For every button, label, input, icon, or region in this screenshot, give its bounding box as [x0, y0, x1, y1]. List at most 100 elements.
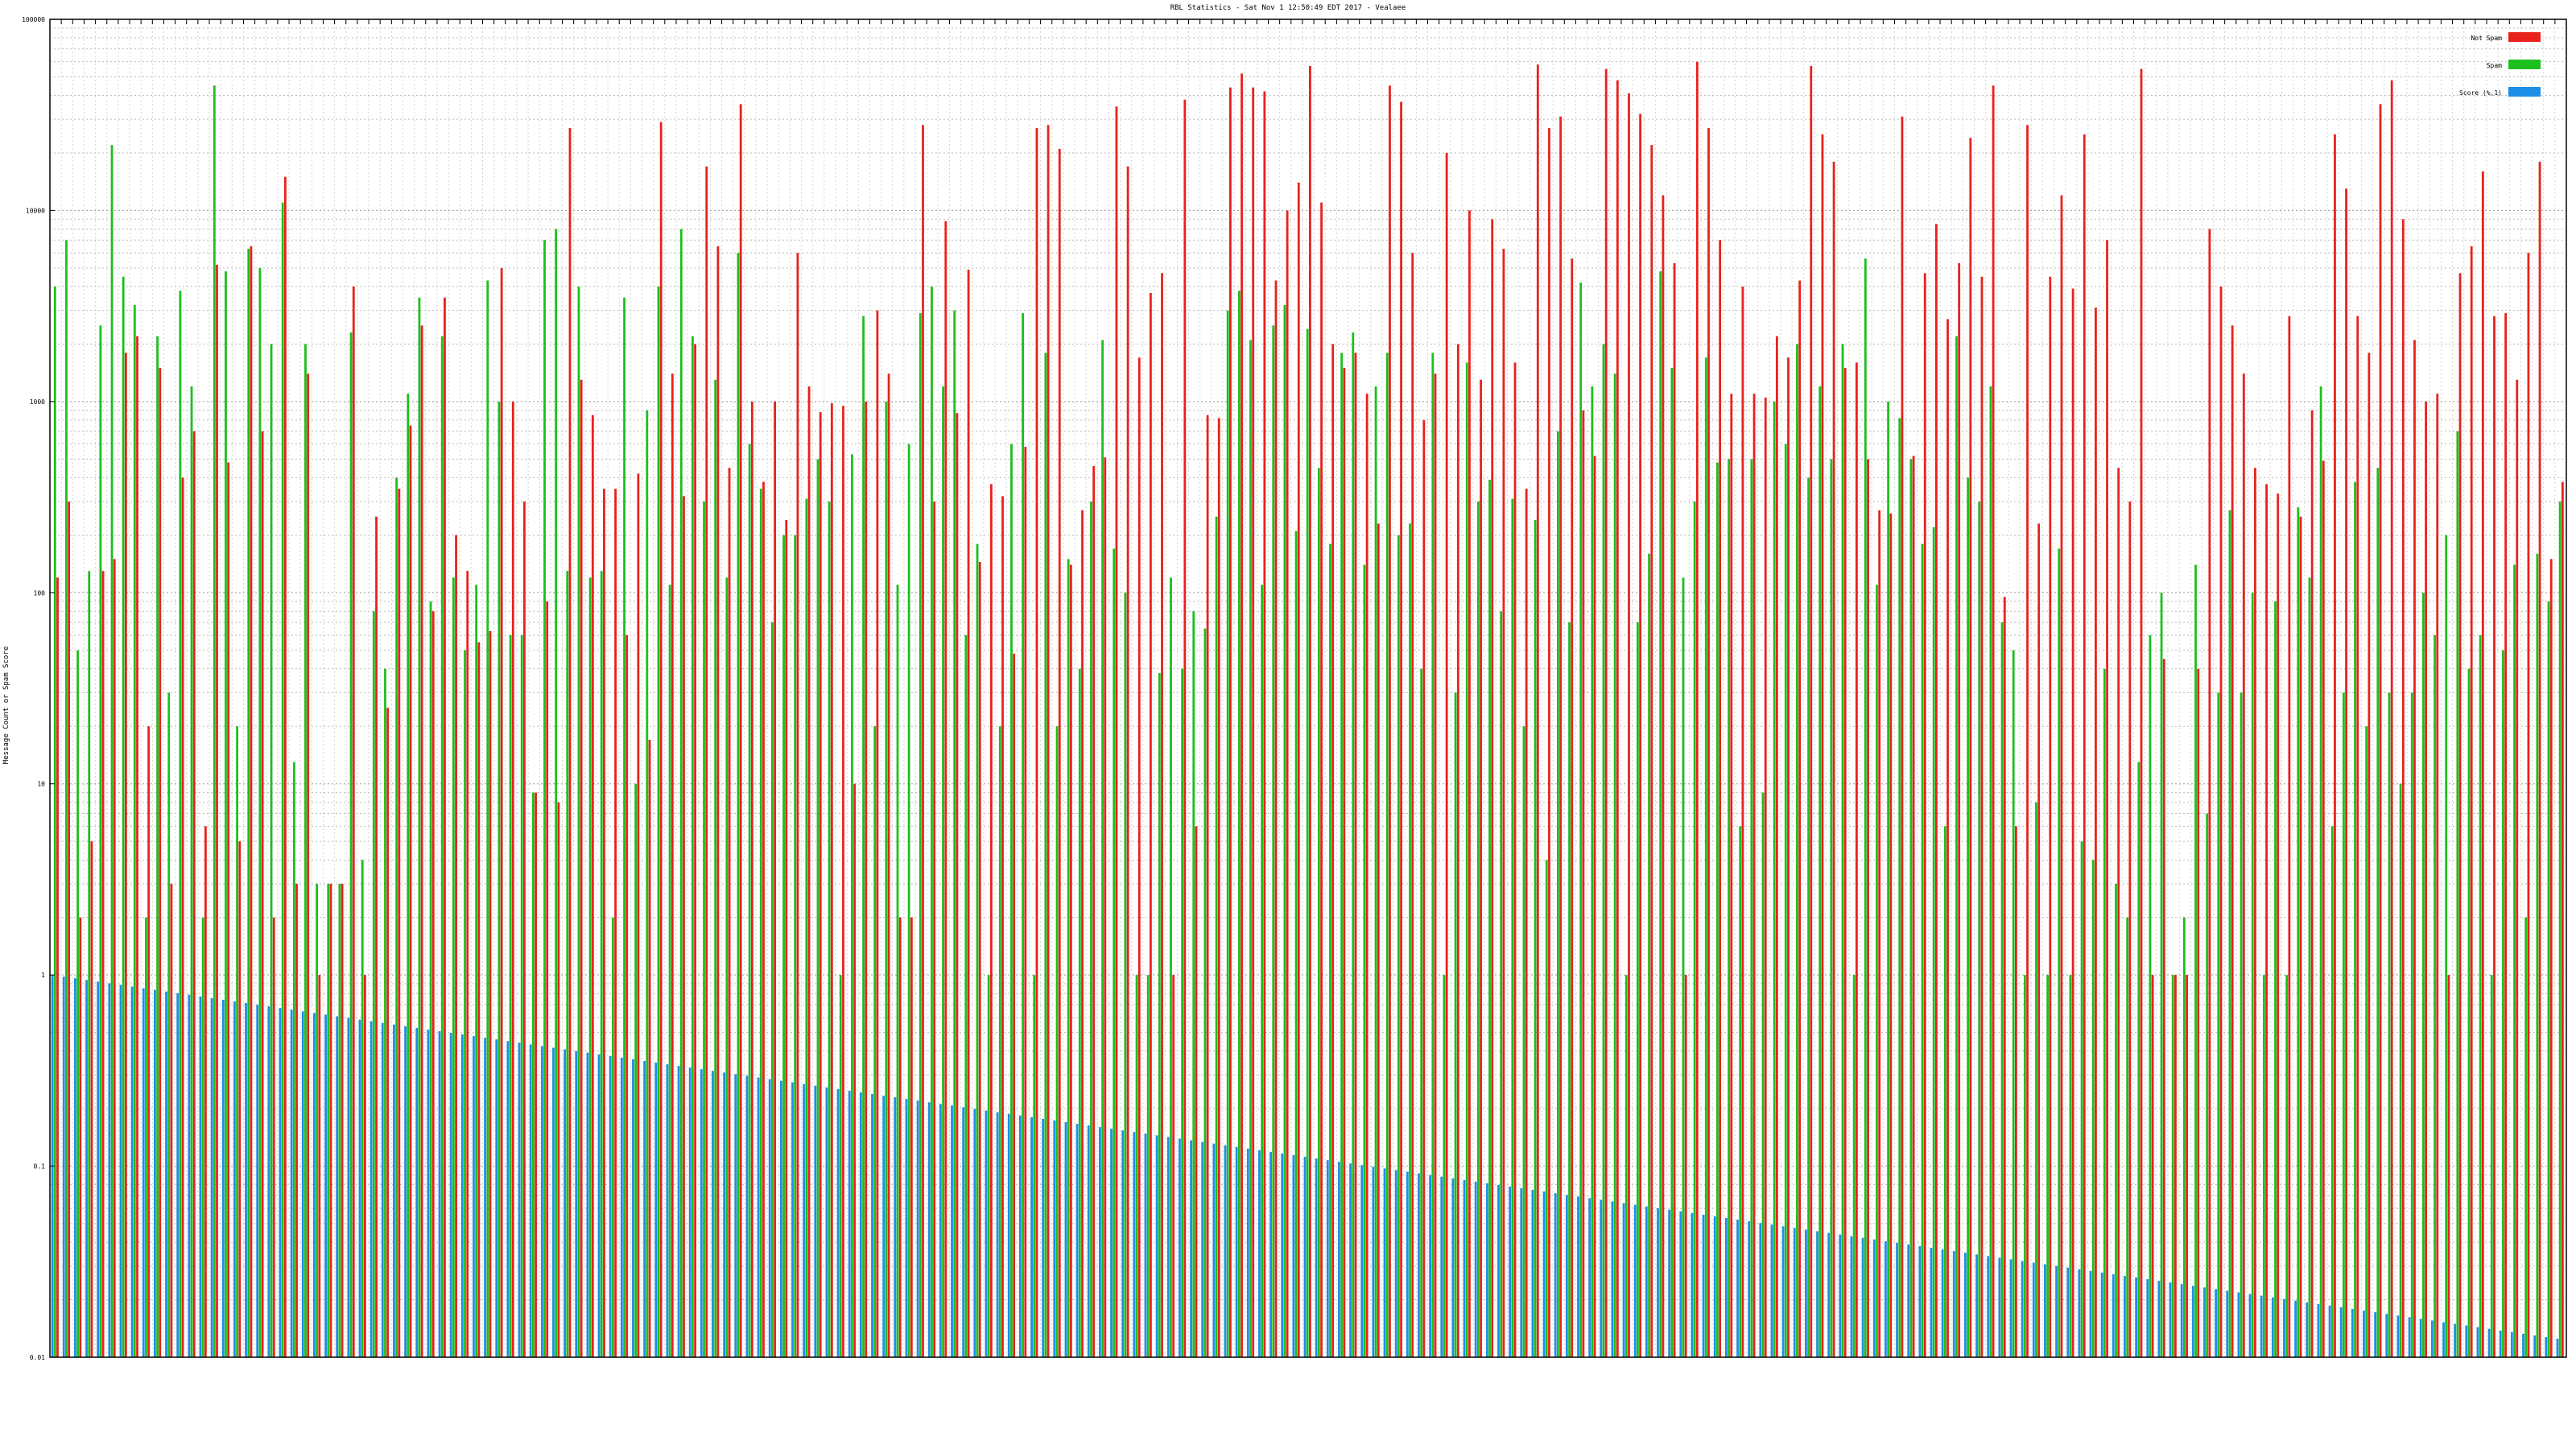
spam-bar — [748, 444, 751, 1357]
score-bar — [1064, 1121, 1067, 1357]
legend-label: Not Spam — [2471, 35, 2502, 42]
not-spam-bar — [546, 601, 549, 1357]
score-bar — [1042, 1118, 1045, 1357]
spam-bar — [691, 336, 694, 1358]
score-bar — [871, 1094, 873, 1357]
score-bar — [290, 1009, 293, 1357]
spam-bar — [2023, 975, 2026, 1357]
score-bar — [2317, 1303, 2320, 1357]
score-bar — [2100, 1272, 2103, 1357]
not-spam-bar — [2117, 468, 2120, 1358]
not-spam-bar — [1559, 116, 1563, 1357]
y-tick-label: 1 — [41, 972, 45, 979]
not-spam-bar — [2186, 975, 2188, 1357]
not-spam-bar — [2310, 410, 2314, 1357]
not-spam-bar — [375, 516, 378, 1357]
score-bar — [2055, 1265, 2058, 1357]
not-spam-bar — [1434, 374, 1437, 1358]
not-spam-bar — [842, 406, 844, 1357]
score-bar — [473, 1036, 475, 1357]
spam-bar — [1067, 559, 1070, 1357]
score-bar — [1087, 1125, 1090, 1357]
score-bar — [1611, 1201, 1614, 1357]
spam-bar — [2319, 386, 2322, 1357]
not-spam-bar — [431, 611, 435, 1357]
score-bar — [1030, 1117, 1033, 1357]
not-spam-bar — [922, 125, 924, 1357]
spam-bar — [1955, 336, 1958, 1358]
spam-bar — [1170, 577, 1172, 1357]
not-spam-bar — [1719, 240, 1722, 1357]
spam-bar — [2479, 634, 2482, 1357]
not-spam-bar — [68, 502, 71, 1358]
y-tick-label: 0.01 — [30, 1354, 45, 1361]
not-spam-bar — [1958, 262, 1961, 1358]
spam-bar — [668, 584, 671, 1357]
spam-bar — [88, 571, 91, 1357]
score-bar — [1759, 1223, 1762, 1357]
score-bar — [1713, 1216, 1716, 1357]
not-spam-bar — [2504, 313, 2508, 1357]
score-bar — [939, 1104, 942, 1357]
not-spam-bar — [420, 325, 423, 1358]
score-bar — [2396, 1315, 2400, 1357]
spam-bar — [418, 297, 421, 1358]
spam-bar — [703, 502, 705, 1358]
not-spam-bar — [1775, 336, 1778, 1358]
spam-bar — [2149, 634, 2152, 1357]
spam-bar — [2558, 502, 2562, 1358]
score-bar — [279, 1008, 282, 1357]
score-bar — [427, 1029, 430, 1357]
spam-bar — [429, 601, 432, 1357]
not-spam-bar — [1662, 195, 1665, 1358]
not-spam-bar — [2049, 276, 2052, 1357]
score-bar — [221, 999, 225, 1357]
not-spam-bar — [1229, 87, 1232, 1357]
not-spam-bar — [568, 128, 572, 1357]
spam-bar — [213, 85, 216, 1357]
score-bar — [973, 1108, 976, 1357]
not-spam-bar — [2003, 597, 2006, 1357]
not-spam-bar — [944, 221, 947, 1357]
spam-bar — [634, 783, 638, 1357]
spam-bar — [1261, 584, 1264, 1357]
score-bar — [2260, 1295, 2263, 1357]
score-bar — [2454, 1323, 2457, 1357]
score-bar — [2169, 1282, 2172, 1357]
spam-bar — [1693, 502, 1696, 1358]
spam-bar — [156, 336, 159, 1358]
spam-bar — [179, 291, 182, 1357]
not-spam-bar — [1468, 210, 1471, 1357]
spam-bar — [338, 883, 341, 1357]
spam-bar — [486, 280, 489, 1358]
not-spam-bar — [136, 336, 138, 1358]
not-spam-bar — [523, 502, 526, 1358]
spam-bar — [110, 145, 114, 1357]
not-spam-bar — [853, 783, 857, 1357]
score-bar — [1075, 1123, 1079, 1357]
not-spam-bar — [1422, 419, 1426, 1357]
spam-bar — [1557, 431, 1559, 1358]
not-spam-bar — [705, 166, 708, 1358]
score-bar — [2487, 1328, 2491, 1357]
score-bar — [2009, 1259, 2013, 1357]
not-spam-bar — [1695, 61, 1699, 1358]
spam-bar — [1568, 622, 1571, 1357]
spam-bar — [2513, 564, 2516, 1357]
score-bar — [484, 1038, 486, 1357]
score-bar — [1360, 1165, 1364, 1357]
score-bar — [1166, 1137, 1170, 1357]
legend-label: Score (%,1) — [2459, 89, 2502, 97]
score-bar — [1542, 1191, 1546, 1357]
score-bar — [1565, 1195, 1568, 1357]
not-spam-bar — [1252, 87, 1255, 1357]
not-spam-bar — [79, 917, 82, 1357]
legend-swatch — [2508, 32, 2541, 42]
not-spam-bar — [2379, 104, 2382, 1358]
score-bar — [654, 1062, 658, 1357]
spam-bar — [1978, 502, 1981, 1358]
score-bar — [176, 993, 180, 1357]
spam-bar — [349, 332, 353, 1357]
spam-bar — [2069, 975, 2072, 1357]
not-spam-bar — [785, 520, 788, 1357]
